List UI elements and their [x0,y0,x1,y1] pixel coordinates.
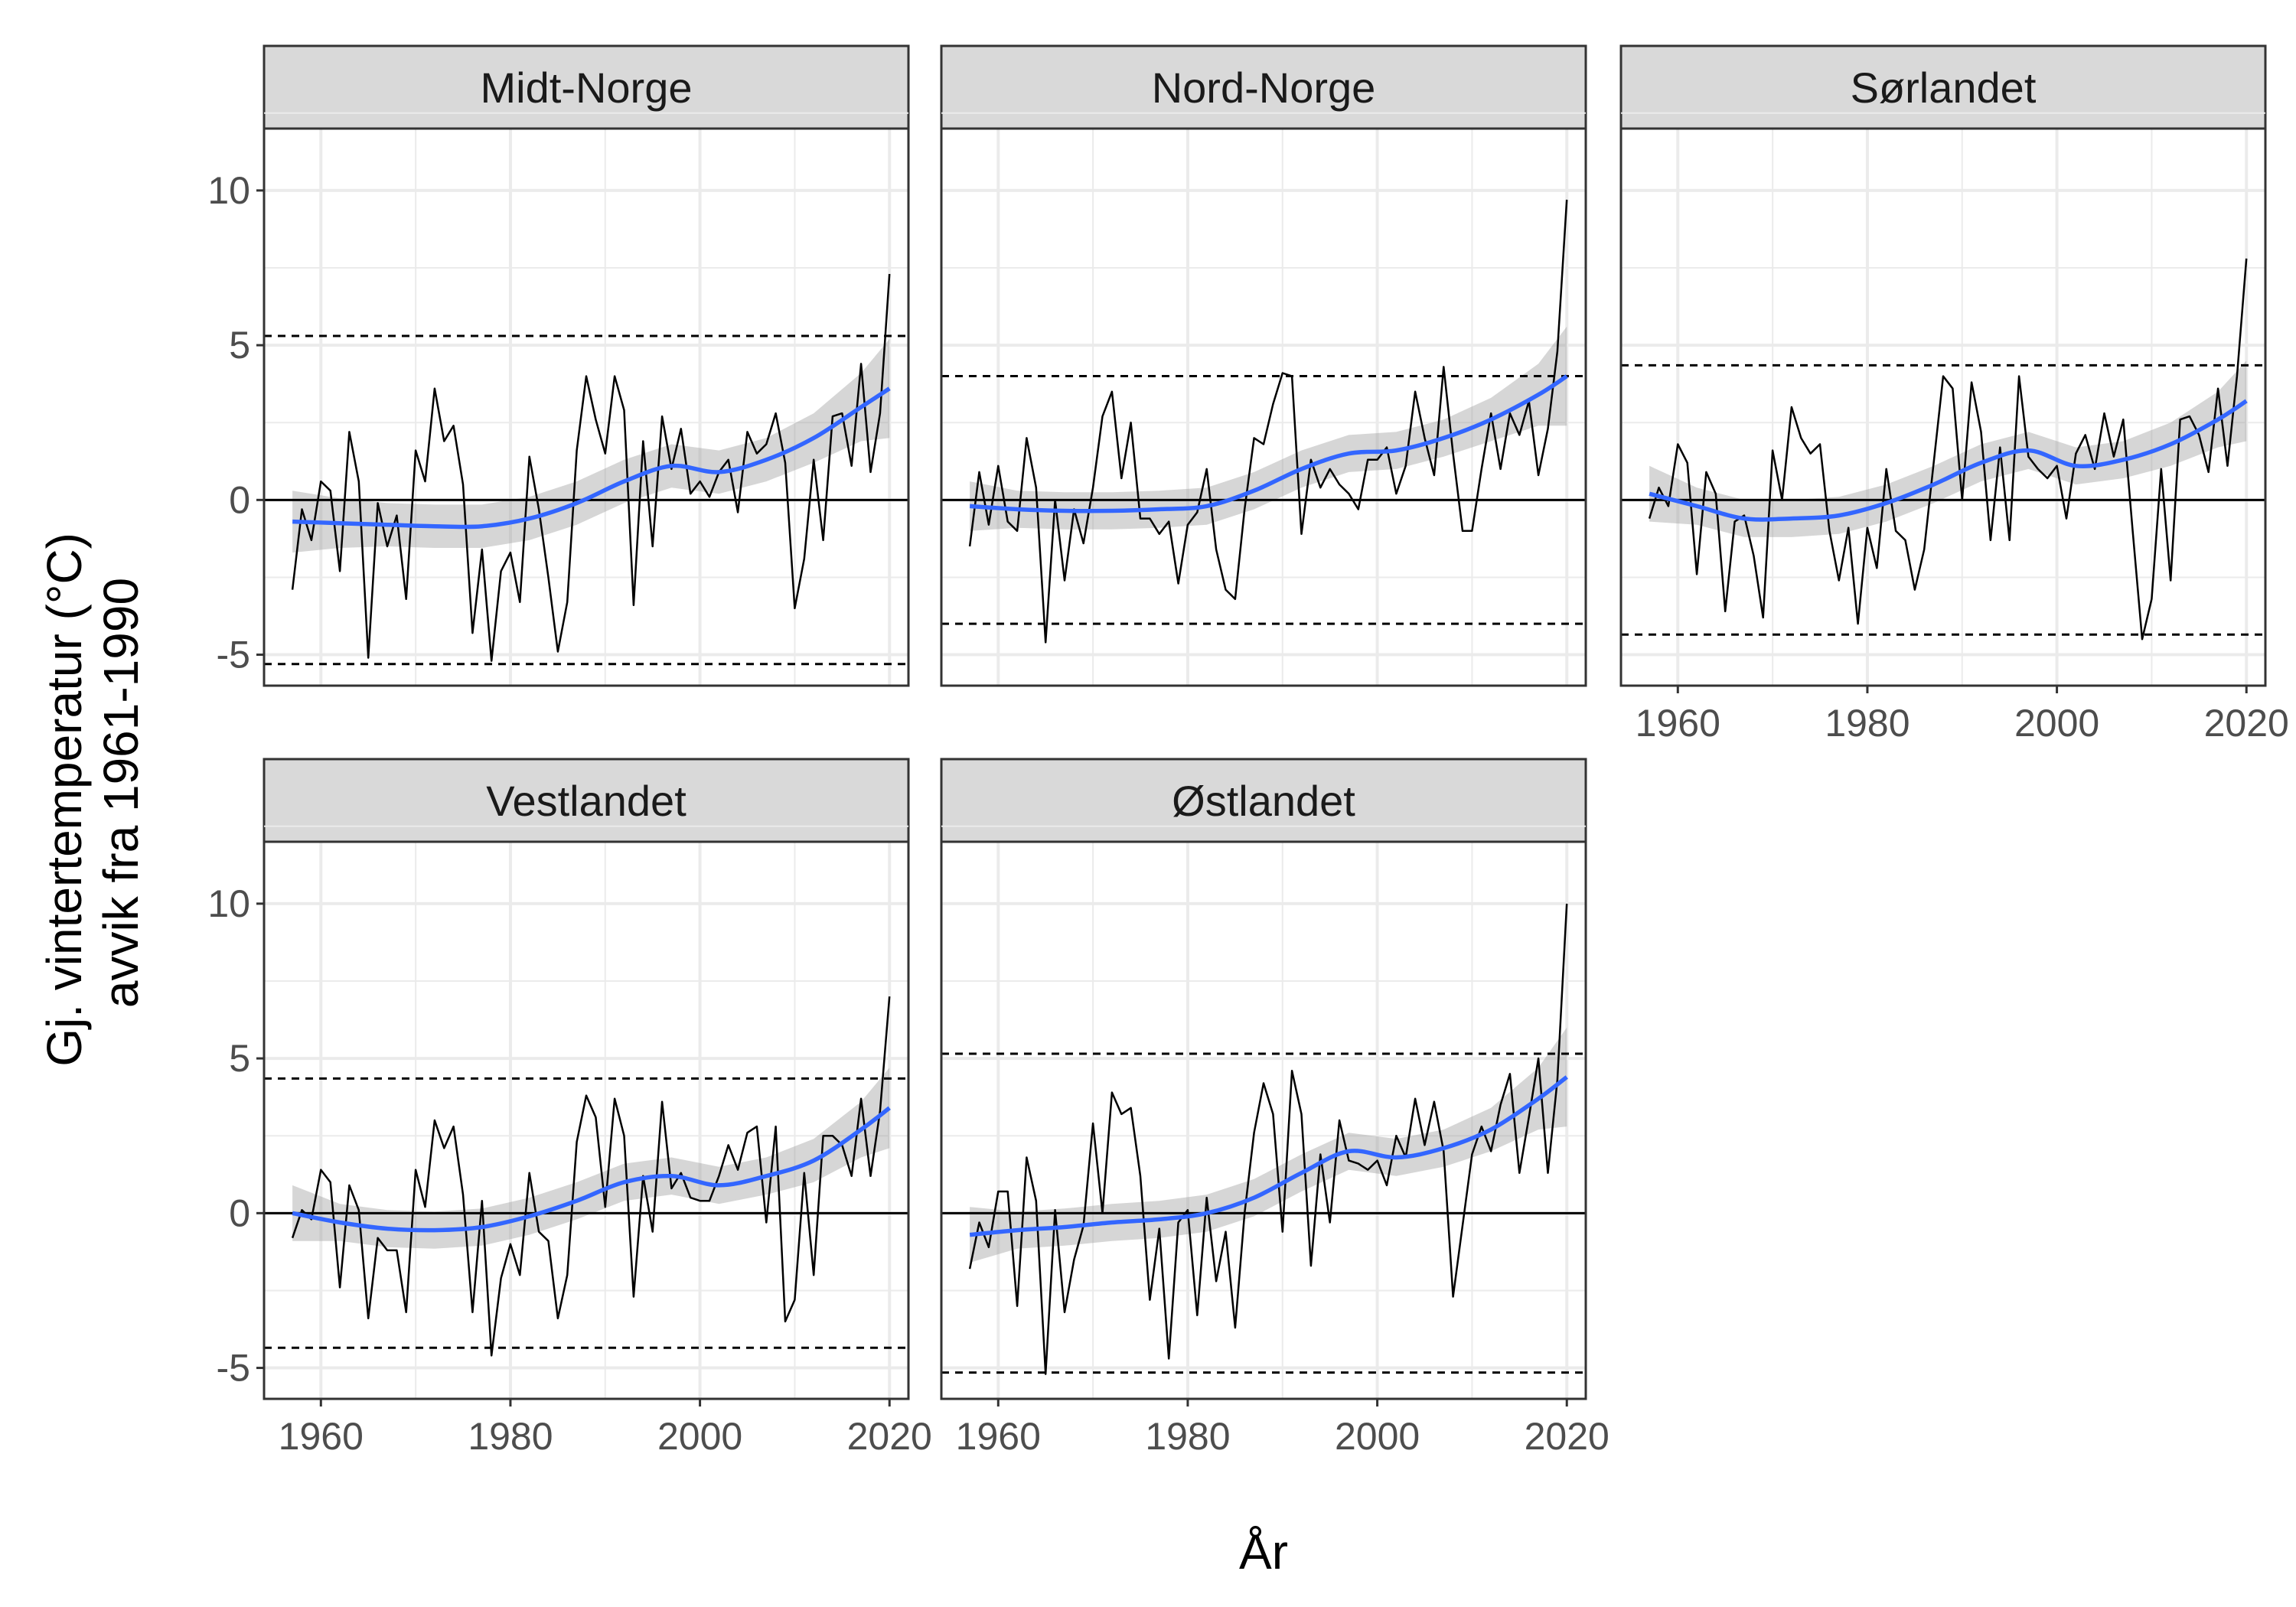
y-tick-label: -5 [217,1347,250,1390]
y-axis-title-line-1: Gj. vintertemperatur (°C) [37,533,92,1067]
y-tick-label: -5 [217,634,250,676]
y-tick-label: 10 [207,882,250,925]
panel-background [1621,129,2265,686]
x-tick-label: 1960 [279,1415,364,1458]
panel-border [940,840,1587,1400]
confidence-ribbon [292,339,890,553]
panel-plot-area [1621,258,2265,641]
observed-series-line [291,996,891,1357]
panel-background [264,842,908,1399]
facet-strip [263,44,910,130]
facet-strip [940,758,1587,843]
observed-series-line [968,199,1568,644]
panel-plot-area [264,274,908,666]
x-tick-label: 1980 [468,1415,553,1458]
x-tick-label: 1980 [1825,702,1910,745]
panel-border [263,840,910,1400]
facet-panels: Midt-Norge -5 0 5 10 Nord-Norge Sørlandet 1960 1… [207,44,2289,1458]
panel-background [264,129,908,686]
panel-border [263,127,910,687]
facet-strip [1619,44,2267,130]
smooth-trend-line [292,1106,891,1233]
y-tick-label: 5 [229,1037,250,1080]
smooth-trend-line [969,374,1568,513]
x-tick-label: 1960 [956,1415,1041,1458]
x-tick-label: 1960 [1636,702,1720,745]
facet-strip-label: Midt-Norge [481,64,693,112]
panel-border [940,127,1587,687]
smooth-trend-line [969,1075,1568,1237]
x-tick-label: 2000 [657,1415,742,1458]
observed-series-line [968,903,1568,1375]
smooth-trend-line [292,386,891,530]
facet-strip-label: Østlandet [1172,777,1355,825]
y-tick-label: 0 [229,1191,250,1234]
panel-midt-norge: Midt-Norge -5 0 5 10 [207,44,910,687]
panel-plot-area [264,996,908,1357]
x-tick-label: 2000 [1335,1415,1420,1458]
panel-sørlandet: Sørlandet 1960 1980 2000 2020 [1619,44,2289,745]
x-tick-label: 1980 [1145,1415,1230,1458]
y-tick-label: 10 [207,169,250,212]
observed-series-line [291,274,891,662]
panel-østlandet: Østlandet 1960 1980 2000 2020 [940,758,1609,1458]
facet-strip [263,758,910,843]
confidence-ribbon [1649,360,2247,537]
facet-strip-label: Nord-Norge [1152,64,1376,112]
facet-strip-label: Vestlandet [486,777,687,825]
x-tick-label: 2020 [2204,702,2289,745]
smooth-trend-line [1649,399,2248,522]
x-tick-label: 2020 [1525,1415,1609,1458]
panel-vestlandet: Vestlandet -5 0 5 10 1960 1980 2000 2020 [207,758,932,1458]
x-tick-label: 2000 [2014,702,2099,745]
x-tick-label: 2020 [847,1415,932,1458]
panel-plot-area [941,903,1586,1375]
x-axis-title: År [1239,1524,1288,1579]
panel-plot-area [941,199,1586,644]
y-tick-label: 0 [229,478,250,521]
y-tick-label: 5 [229,324,250,367]
y-axis-title-line-2: avvik fra 1961-1990 [93,578,148,1008]
confidence-ribbon [970,1027,1567,1263]
panel-nord-norge: Nord-Norge [940,44,1587,687]
facet-strip-label: Sørlandet [1851,64,2037,112]
observed-series-line [1648,258,2248,641]
y-axis-title: Gj. vintertemperatur (°C) avvik fra 1961… [37,519,148,1067]
panel-border [1619,127,2267,687]
